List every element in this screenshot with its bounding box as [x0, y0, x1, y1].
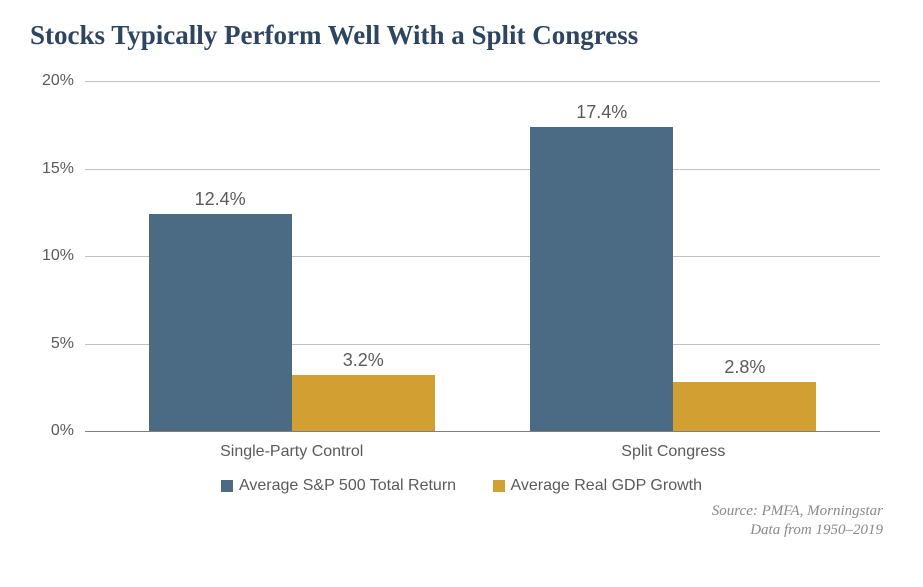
- bar-value-label: 17.4%: [530, 101, 673, 122]
- gridline: [85, 431, 880, 432]
- legend-label: Average S&P 500 Total Return: [239, 477, 456, 495]
- legend-swatch: [493, 480, 505, 492]
- bar: 3.2%: [292, 375, 435, 431]
- bar-value-label: 3.2%: [292, 350, 435, 371]
- bar: 2.8%: [673, 382, 816, 431]
- bar: 17.4%: [530, 127, 673, 432]
- chart-page: Stocks Typically Perform Well With a Spl…: [0, 0, 923, 587]
- y-tick-label: 0%: [51, 422, 74, 440]
- chart-title: Stocks Typically Perform Well With a Spl…: [30, 20, 893, 51]
- plot-area: 12.4%3.2%17.4%2.8%: [85, 81, 880, 431]
- y-tick-label: 10%: [42, 247, 74, 265]
- y-tick-label: 15%: [42, 160, 74, 178]
- y-tick-label: 20%: [42, 72, 74, 90]
- legend-item: Average S&P 500 Total Return: [221, 477, 456, 495]
- bar-value-label: 2.8%: [673, 357, 816, 378]
- legend: Average S&P 500 Total Return Average Rea…: [30, 477, 893, 497]
- date-range-text: Data from 1950–2019: [30, 522, 883, 539]
- x-axis-labels: Single-Party Control Split Congress: [85, 435, 880, 471]
- bar-value-label: 12.4%: [149, 189, 292, 210]
- chart-area: 0%5%10%15%20% 12.4%3.2%17.4%2.8% Single-…: [30, 71, 890, 471]
- footer: Source: PMFA, Morningstar Data from 1950…: [30, 503, 893, 539]
- source-text: Source: PMFA, Morningstar: [30, 503, 883, 520]
- y-tick-label: 5%: [51, 335, 74, 353]
- x-tick-label: Single-Party Control: [220, 443, 363, 461]
- legend-label: Average Real GDP Growth: [511, 477, 703, 495]
- bars-container: 12.4%3.2%17.4%2.8%: [85, 81, 880, 431]
- x-tick-label: Split Congress: [621, 443, 725, 461]
- legend-item: Average Real GDP Growth: [493, 477, 703, 495]
- legend-swatch: [221, 480, 233, 492]
- y-axis: 0%5%10%15%20%: [30, 81, 80, 431]
- bar: 12.4%: [149, 214, 292, 431]
